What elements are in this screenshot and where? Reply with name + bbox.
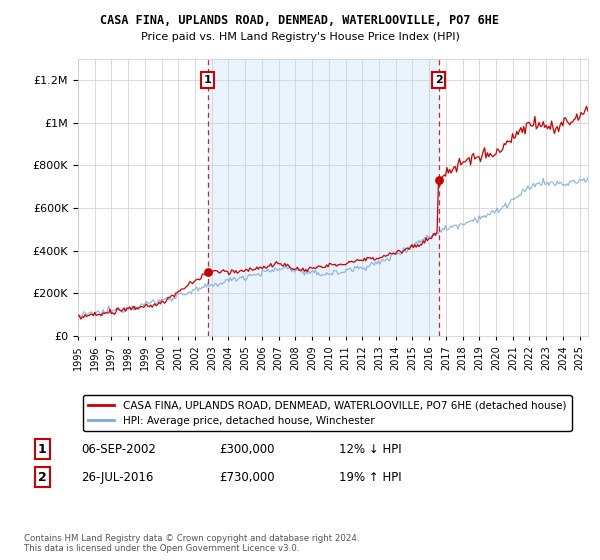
Bar bbox=[208, 59, 439, 336]
Text: 2: 2 bbox=[435, 75, 443, 85]
Point bbox=[434, 176, 443, 185]
Text: 12% ↓ HPI: 12% ↓ HPI bbox=[339, 442, 401, 456]
Text: 06-SEP-2002: 06-SEP-2002 bbox=[81, 442, 156, 456]
Text: Contains HM Land Registry data © Crown copyright and database right 2024.
This d: Contains HM Land Registry data © Crown c… bbox=[24, 534, 359, 553]
Legend: CASA FINA, UPLANDS ROAD, DENMEAD, WATERLOOVILLE, PO7 6HE (detached house), HPI: : CASA FINA, UPLANDS ROAD, DENMEAD, WATERL… bbox=[83, 395, 571, 431]
Text: £300,000: £300,000 bbox=[219, 442, 275, 456]
Text: 1: 1 bbox=[38, 442, 46, 456]
Point bbox=[203, 268, 212, 277]
Text: 1: 1 bbox=[204, 75, 211, 85]
Text: Price paid vs. HM Land Registry's House Price Index (HPI): Price paid vs. HM Land Registry's House … bbox=[140, 32, 460, 43]
Text: £730,000: £730,000 bbox=[219, 470, 275, 484]
Text: CASA FINA, UPLANDS ROAD, DENMEAD, WATERLOOVILLE, PO7 6HE: CASA FINA, UPLANDS ROAD, DENMEAD, WATERL… bbox=[101, 14, 499, 27]
Text: 19% ↑ HPI: 19% ↑ HPI bbox=[339, 470, 401, 484]
Text: 2: 2 bbox=[38, 470, 46, 484]
Text: 26-JUL-2016: 26-JUL-2016 bbox=[81, 470, 154, 484]
